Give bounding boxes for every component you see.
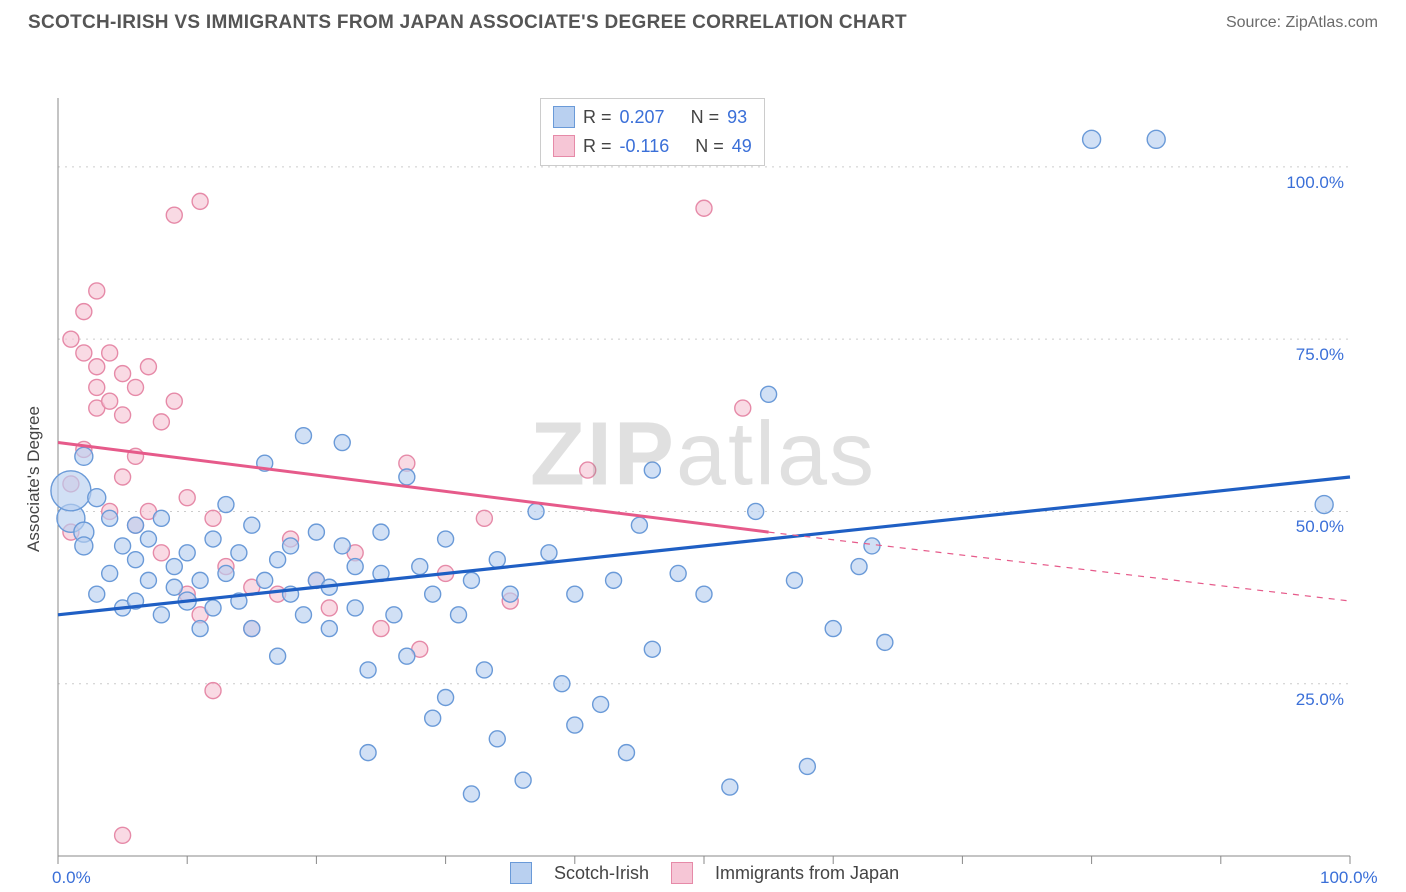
r-value-scotch-irish: 0.207 [620, 103, 665, 132]
y-axis-title: Associate's Degree [24, 406, 44, 552]
n-value-japan: 49 [732, 132, 752, 161]
swatch-scotch-irish [553, 106, 575, 128]
stats-row-japan: R = -0.116 N = 49 [553, 132, 752, 161]
y-tick-label: 75.0% [1296, 345, 1344, 365]
stats-row-scotch-irish: R = 0.207 N = 93 [553, 103, 752, 132]
swatch-japan [553, 135, 575, 157]
chart-header: SCOTCH-IRISH VS IMMIGRANTS FROM JAPAN AS… [0, 0, 1406, 40]
legend-label-japan: Immigrants from Japan [715, 863, 899, 884]
scatter-chart-svg [0, 40, 1406, 880]
source-name: ZipAtlas.com [1286, 14, 1378, 31]
correlation-stats-box: R = 0.207 N = 93 R = -0.116 N = 49 [540, 98, 765, 166]
chart-title: SCOTCH-IRISH VS IMMIGRANTS FROM JAPAN AS… [28, 12, 907, 34]
chart-source: Source: ZipAtlas.com [1226, 14, 1378, 32]
r-value-japan: -0.116 [620, 132, 670, 161]
source-prefix: Source: [1226, 14, 1286, 31]
n-label: N = [695, 132, 724, 161]
legend-swatch-japan [671, 862, 693, 884]
n-label: N = [691, 103, 720, 132]
y-tick-label: 50.0% [1296, 517, 1344, 537]
y-tick-label: 100.0% [1286, 173, 1344, 193]
x-tick-label: 100.0% [1320, 868, 1378, 888]
n-value-scotch-irish: 93 [727, 103, 747, 132]
legend-label-scotch-irish: Scotch-Irish [554, 863, 649, 884]
r-label: R = [583, 132, 612, 161]
r-label: R = [583, 103, 612, 132]
bottom-legend: Scotch-Irish Immigrants from Japan [510, 862, 899, 884]
chart-container: ZIPatlas R = 0.207 N = 93 R = -0.116 N =… [0, 40, 1406, 880]
legend-swatch-scotch-irish [510, 862, 532, 884]
x-tick-label: 0.0% [52, 868, 91, 888]
y-tick-label: 25.0% [1296, 690, 1344, 710]
